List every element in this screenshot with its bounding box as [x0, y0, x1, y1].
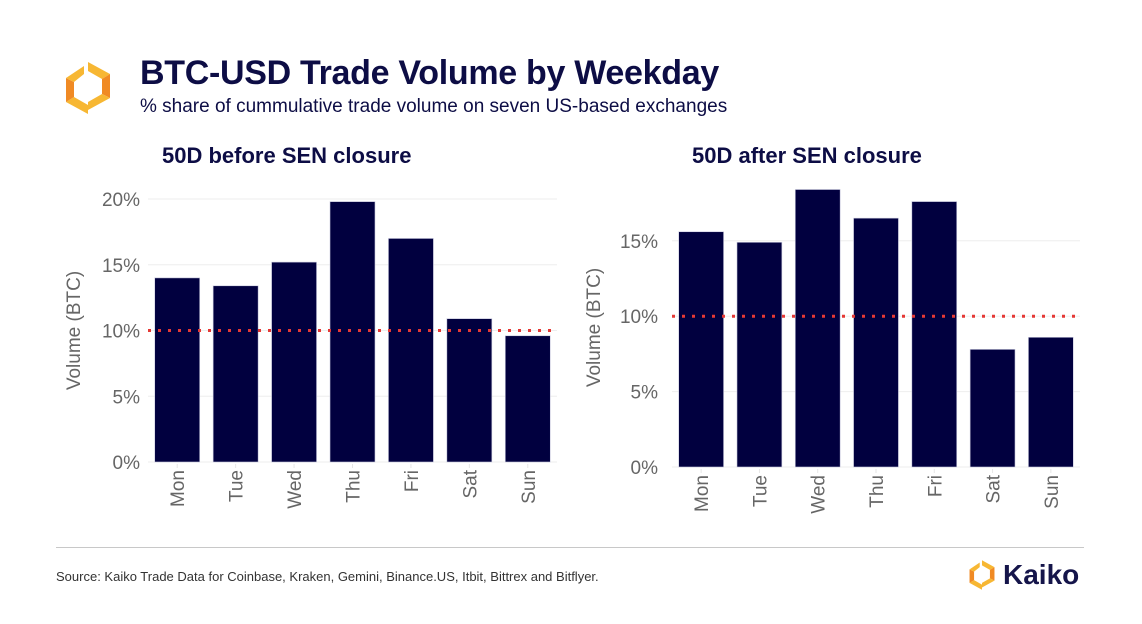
- bar-sat: [969, 349, 1016, 468]
- x-tick-label: Thu: [344, 470, 365, 503]
- y-tick-label: 15%: [102, 256, 140, 277]
- x-tick-label: Tue: [227, 470, 248, 502]
- x-tick-label: Fri: [402, 470, 423, 492]
- bar-wed: [794, 189, 841, 468]
- kaiko-brand-icon: [969, 560, 995, 590]
- kaiko-brand: Kaiko: [965, 558, 1079, 592]
- x-tick-label: Mon: [692, 475, 713, 512]
- brand-name: Kaiko: [1003, 559, 1080, 590]
- right-chart-panel: 0% 5% 10% 15% Volume (BTC) Mon Tue Wed Thu Fri Sat…: [584, 189, 1080, 514]
- bar-sun: [1028, 337, 1074, 468]
- y-tick-label: 5%: [113, 387, 141, 408]
- bar-tue: [212, 285, 259, 463]
- x-tick-label: Wed: [809, 475, 830, 514]
- y-tick-label: 5%: [631, 383, 659, 404]
- right-panel-title: 50D after SEN closure: [692, 143, 922, 168]
- bar-thu: [329, 201, 376, 463]
- bar-fri: [388, 238, 434, 463]
- x-tick-label: Sun: [519, 470, 540, 504]
- bar-mon: [678, 231, 724, 468]
- bar-sat: [446, 318, 493, 463]
- chart-subtitle: % share of cummulative trade volume on s…: [140, 96, 728, 117]
- y-tick-label: 0%: [631, 458, 659, 479]
- y-axis-label: Volume (BTC): [584, 268, 605, 387]
- y-tick-label: 10%: [620, 307, 658, 328]
- bar-wed: [271, 261, 317, 463]
- source-note: Source: Kaiko Trade Data for Coinbase, K…: [56, 569, 599, 584]
- y-tick-label: 20%: [102, 190, 140, 211]
- x-tick-label: Wed: [285, 470, 306, 509]
- y-axis-label: Volume (BTC): [64, 271, 85, 390]
- footer-divider: [56, 547, 1084, 548]
- bar-sun: [504, 335, 551, 463]
- bar-thu: [853, 217, 899, 468]
- x-tick-label: Tue: [750, 475, 771, 507]
- bar-tue: [736, 241, 783, 468]
- y-tick-label: 0%: [113, 453, 141, 474]
- x-tick-label: Sat: [460, 469, 481, 498]
- left-panel-title: 50D before SEN closure: [162, 143, 412, 168]
- left-chart-panel: 0% 5% 10% 15% 20% Volume (BTC) Mon Tue Wed Thu Fri…: [64, 190, 557, 509]
- x-tick-label: Mon: [168, 470, 189, 507]
- y-tick-label: 15%: [620, 232, 658, 253]
- bar-mon: [154, 277, 201, 463]
- chart-title: BTC-USD Trade Volume by Weekday: [140, 54, 719, 92]
- bar-fri: [911, 201, 958, 468]
- x-tick-label: Sun: [1042, 475, 1063, 509]
- x-tick-label: Thu: [867, 475, 888, 508]
- y-tick-label: 10%: [102, 322, 140, 343]
- x-tick-label: Sat: [984, 474, 1005, 503]
- x-tick-label: Fri: [925, 475, 946, 497]
- kaiko-logo-icon: [66, 62, 110, 114]
